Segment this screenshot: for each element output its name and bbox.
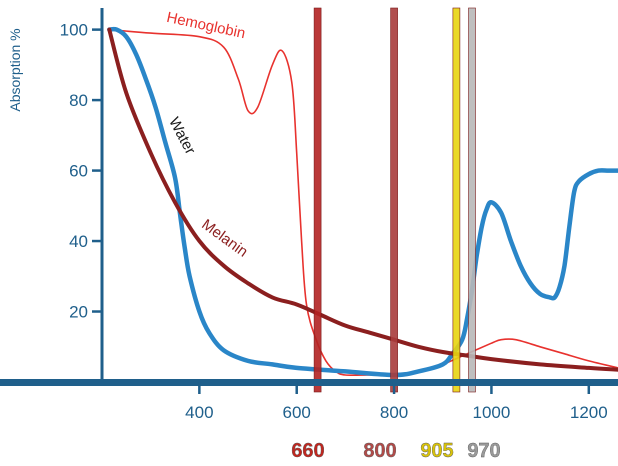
band-label-660: 660	[291, 440, 324, 462]
band-label-970: 970	[467, 440, 500, 462]
band-label-905: 905	[420, 440, 453, 462]
y-tick-label-100: 100	[60, 21, 88, 40]
band-label-800: 800	[363, 440, 396, 462]
series-line-hemoglobin	[108, 28, 618, 377]
series-line-melanin	[107, 27, 618, 372]
x-tick-label-1000: 1000	[473, 403, 511, 422]
band-line-660	[313, 7, 322, 393]
axis-layer	[0, 8, 618, 394]
x-tick-label-800: 800	[380, 403, 408, 422]
series-label-water: Water	[165, 114, 199, 157]
band-line-970	[468, 7, 476, 393]
y-tick-label-60: 60	[69, 162, 88, 181]
x-tick-label-1200: 1200	[570, 403, 608, 422]
band-line-800	[390, 7, 398, 393]
series-layer	[107, 26, 618, 378]
y-tick-label-40: 40	[69, 232, 88, 251]
y-tick-label-80: 80	[69, 91, 88, 110]
y-axis-title: Absorption %	[7, 28, 23, 111]
x-tick-label-600: 600	[283, 403, 311, 422]
series-label-melanin: Melanin	[198, 216, 250, 261]
series-line-water	[107, 26, 618, 378]
x-tick-label-400: 400	[185, 403, 213, 422]
x-axis-line	[0, 379, 618, 386]
band-line-905	[452, 7, 461, 393]
y-tick-label-20: 20	[69, 303, 88, 322]
wavelength-bands-layer	[313, 7, 476, 393]
